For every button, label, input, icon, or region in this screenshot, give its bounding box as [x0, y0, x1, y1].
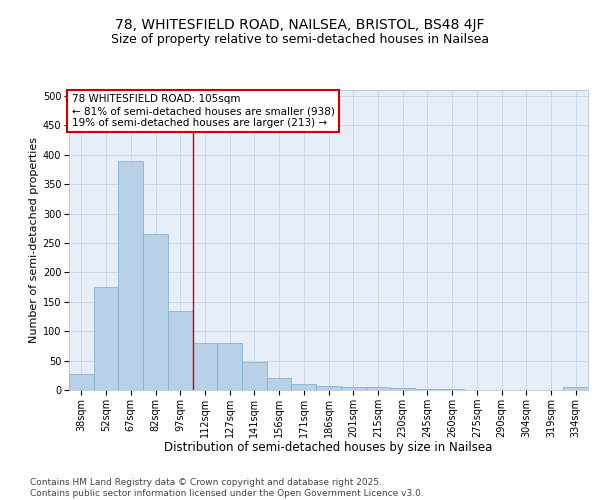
Bar: [242, 362, 267, 390]
Bar: [365, 387, 390, 390]
Bar: [217, 343, 242, 390]
Bar: [168, 310, 193, 390]
Text: Contains HM Land Registry data © Crown copyright and database right 2025.
Contai: Contains HM Land Registry data © Crown c…: [30, 478, 424, 498]
Bar: [341, 387, 365, 390]
Y-axis label: Number of semi-detached properties: Number of semi-detached properties: [29, 137, 38, 343]
Bar: [143, 234, 168, 390]
Text: Size of property relative to semi-detached houses in Nailsea: Size of property relative to semi-detach…: [111, 32, 489, 46]
Bar: [193, 343, 217, 390]
X-axis label: Distribution of semi-detached houses by size in Nailsea: Distribution of semi-detached houses by …: [164, 442, 493, 454]
Bar: [316, 386, 341, 390]
Bar: [390, 388, 415, 390]
Bar: [118, 160, 143, 390]
Bar: [94, 287, 118, 390]
Text: 78 WHITESFIELD ROAD: 105sqm
← 81% of semi-detached houses are smaller (938)
19% : 78 WHITESFIELD ROAD: 105sqm ← 81% of sem…: [71, 94, 334, 128]
Bar: [415, 389, 440, 390]
Bar: [267, 378, 292, 390]
Bar: [563, 387, 588, 390]
Bar: [292, 384, 316, 390]
Bar: [69, 374, 94, 390]
Text: 78, WHITESFIELD ROAD, NAILSEA, BRISTOL, BS48 4JF: 78, WHITESFIELD ROAD, NAILSEA, BRISTOL, …: [115, 18, 485, 32]
